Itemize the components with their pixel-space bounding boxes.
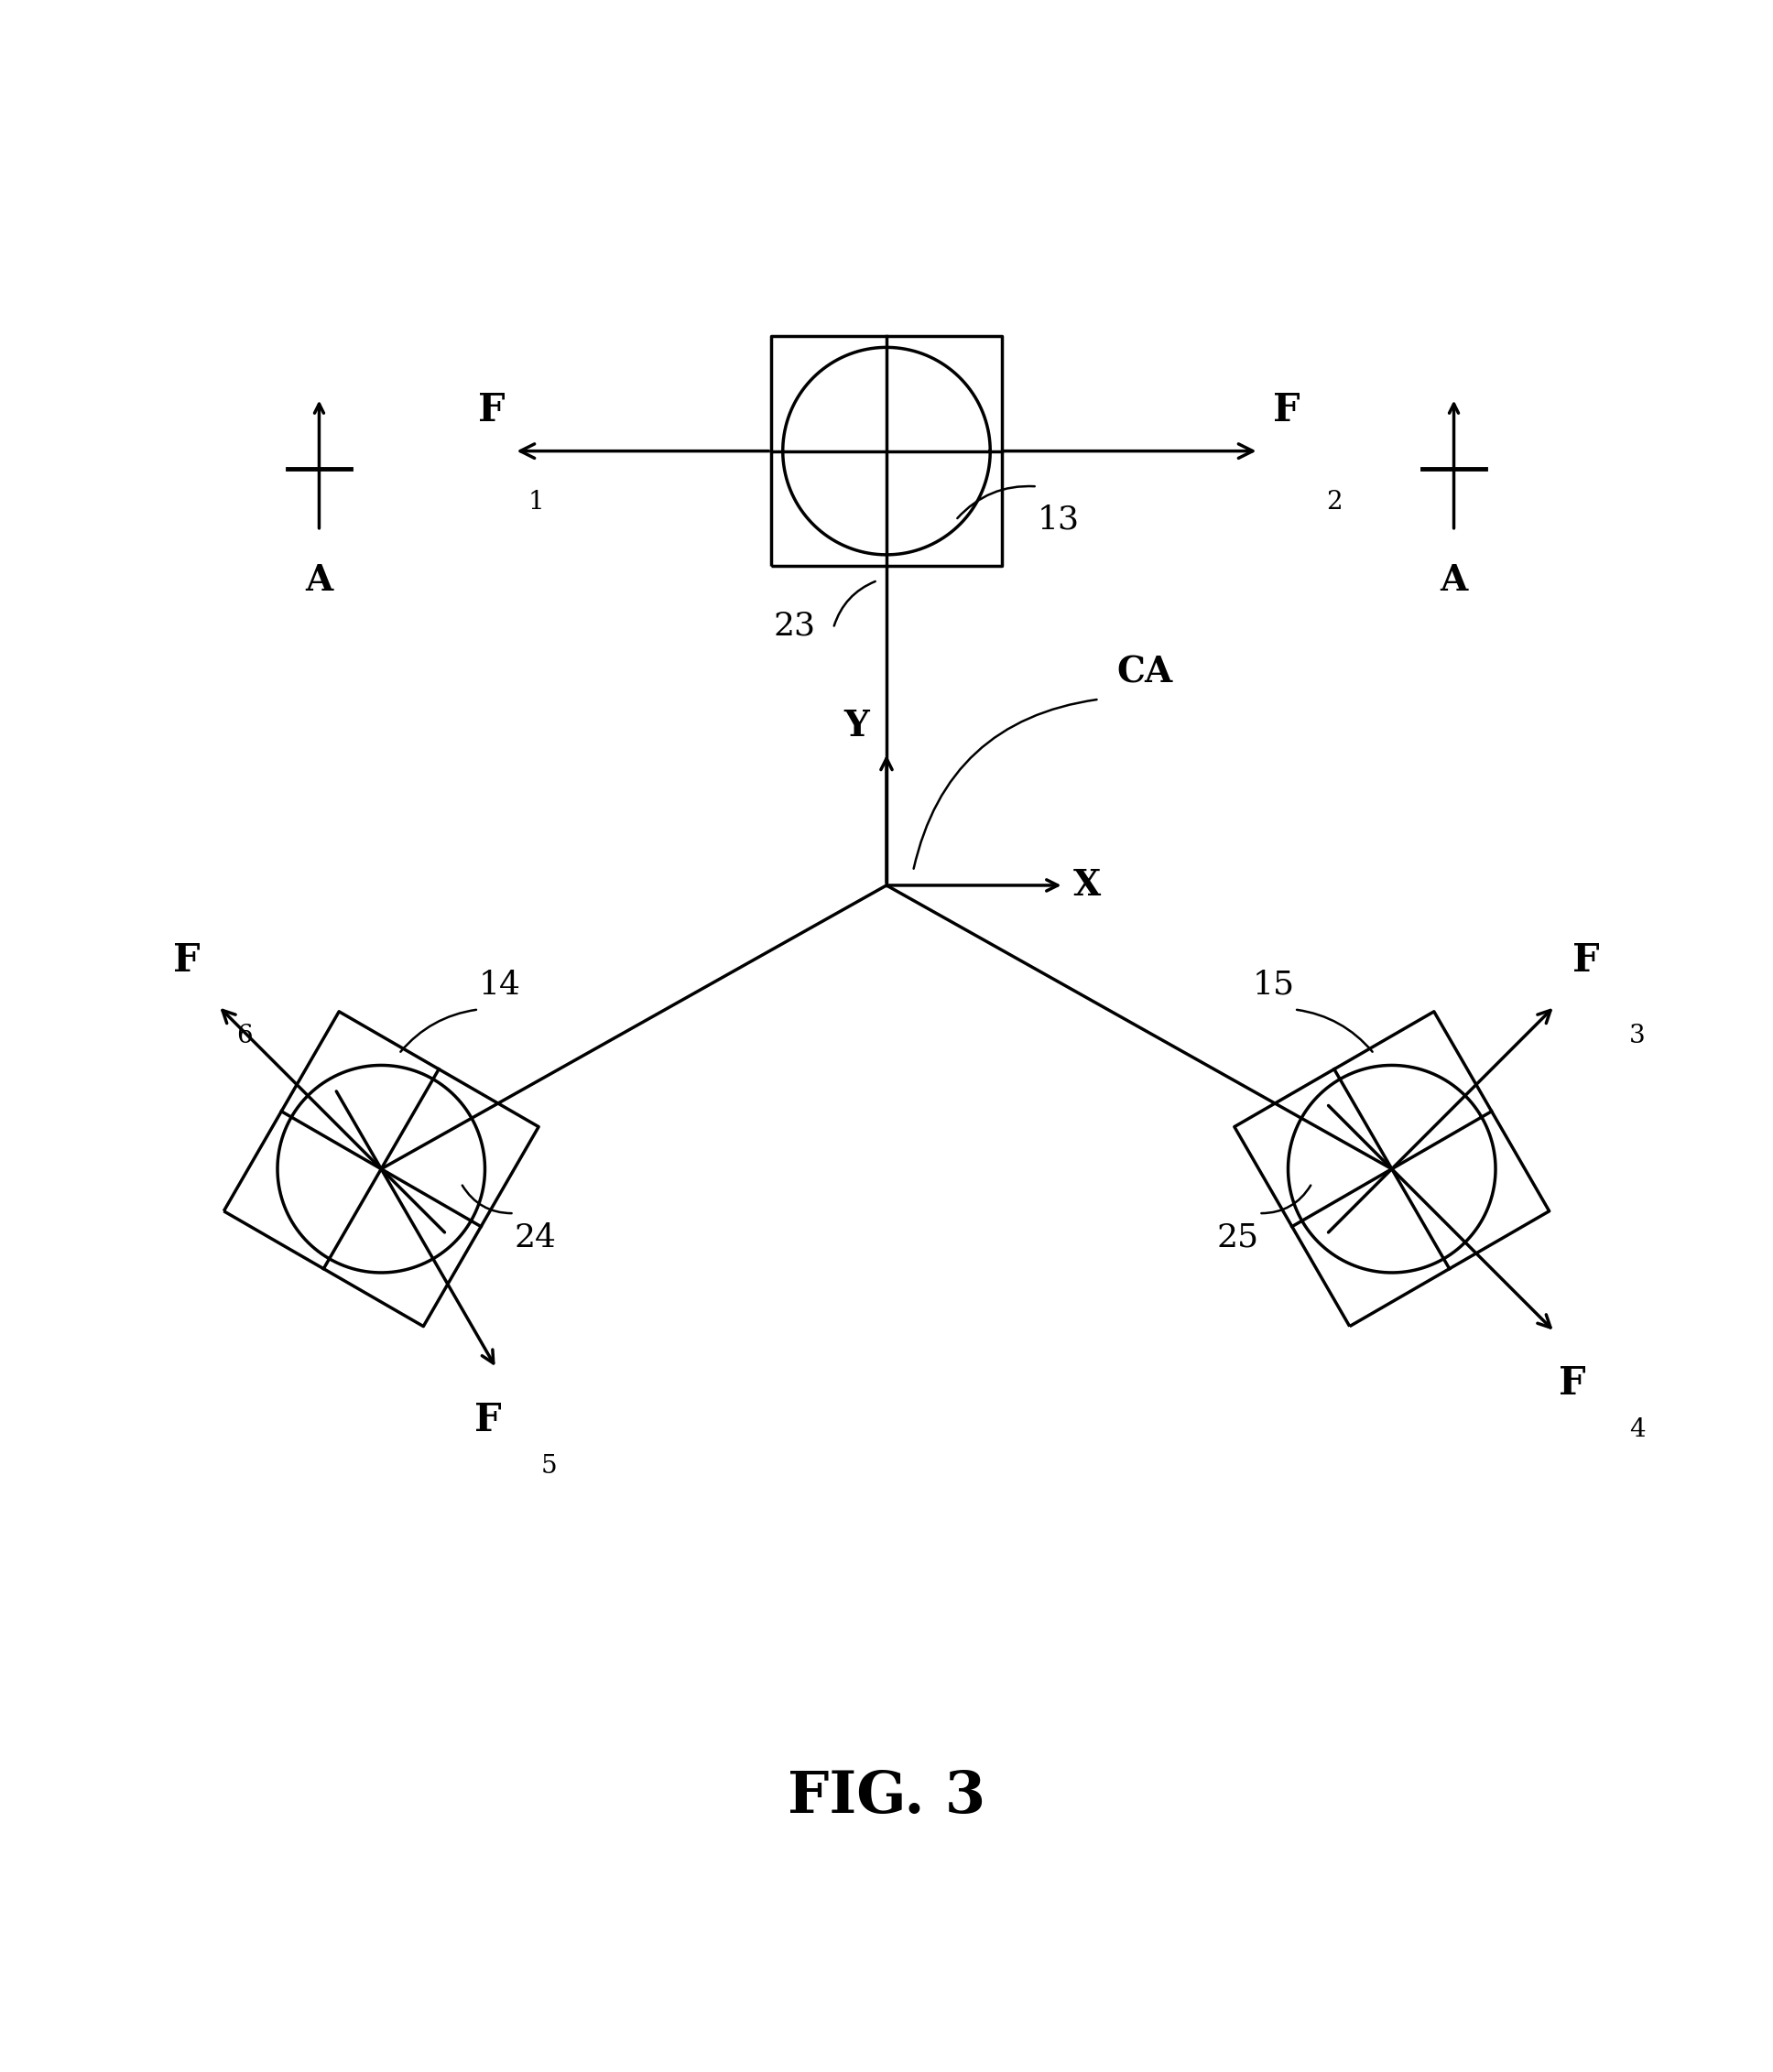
Text: 15: 15 (1252, 970, 1294, 1001)
Text: F: F (174, 941, 200, 980)
Text: F: F (479, 392, 505, 429)
Text: F: F (1558, 1363, 1587, 1403)
Text: 2: 2 (1326, 491, 1342, 514)
Text: 5: 5 (541, 1455, 557, 1477)
Text: 23: 23 (773, 611, 816, 642)
Text: F: F (1273, 392, 1300, 429)
Text: X: X (1073, 868, 1101, 903)
Text: 1: 1 (528, 491, 544, 514)
Text: Y: Y (844, 709, 869, 744)
Text: 4: 4 (1629, 1417, 1645, 1442)
Text: 3: 3 (1629, 1024, 1645, 1048)
Text: 6: 6 (236, 1024, 252, 1048)
Text: F: F (473, 1401, 502, 1438)
Text: A: A (305, 564, 333, 597)
Text: 24: 24 (514, 1222, 557, 1254)
Text: F: F (1573, 941, 1599, 980)
Text: 14: 14 (479, 970, 521, 1001)
Text: FIG. 3: FIG. 3 (787, 1769, 986, 1825)
Text: A: A (1440, 564, 1468, 597)
Text: 13: 13 (1037, 503, 1080, 535)
Text: 25: 25 (1216, 1222, 1259, 1254)
Text: CA: CA (1117, 655, 1174, 690)
